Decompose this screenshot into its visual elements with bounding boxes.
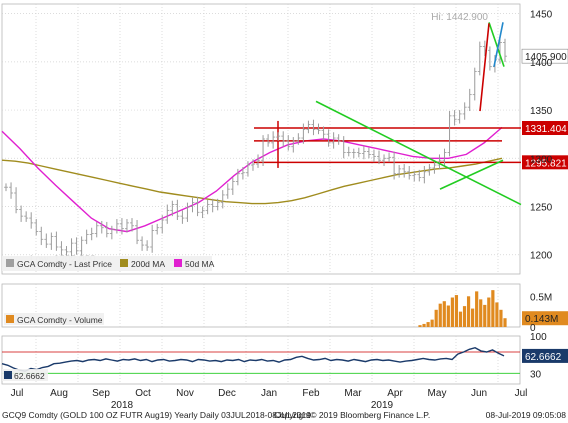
legend-bg <box>2 256 212 271</box>
rsi-legend-bg <box>2 369 48 381</box>
legend-label: GCA Comdty - Last Price <box>17 259 112 269</box>
trend-rally-red <box>479 23 490 112</box>
price-tick-label: 1400 <box>530 58 553 69</box>
price-legend: GCA Comdty - Last Price 200d MA 50d MA <box>2 256 215 271</box>
volume-bar <box>434 309 438 327</box>
price-tick-label: 1350 <box>530 106 553 117</box>
month-tick-label: Mar <box>344 388 362 399</box>
legend-swatch <box>6 259 14 267</box>
rsi-tick-label: 100 <box>530 332 547 343</box>
volume-bar <box>491 290 495 327</box>
volume-bar <box>471 308 475 327</box>
footer-center: Copyright© 2019 Bloomberg Finance L.P. <box>274 410 430 420</box>
month-tick-label: Jan <box>261 388 277 399</box>
axes: Jul Aug Sep Oct Nov Dec Jan Feb Mar Apr May Jun Jul 2… <box>11 10 553 411</box>
volume-tick-label: 0 <box>530 323 536 334</box>
trend-peak-green <box>488 22 505 67</box>
month-tick-label: Aug <box>50 388 68 399</box>
volume-bar <box>479 299 483 327</box>
month-tick-label: Apr <box>387 388 403 399</box>
last-price-tag <box>521 48 568 64</box>
last-price-label: 1405.900 <box>525 52 567 63</box>
month-tick-label: Jul <box>515 388 528 399</box>
ma50-line <box>1 126 503 233</box>
volume-bar <box>495 302 499 327</box>
volume-bar <box>503 318 507 327</box>
level-tag-label: 1331.404 <box>525 124 567 135</box>
month-tick-label: Nov <box>176 388 194 399</box>
legend-swatch <box>120 259 128 267</box>
volume-tick-label: 0.5M <box>530 292 552 303</box>
level-tag-label: 1295.821 <box>525 158 567 169</box>
volume-bar <box>450 297 454 327</box>
rsi-legend-swatch <box>4 371 12 379</box>
volume-bar <box>487 297 491 327</box>
price-tick-label: 1300 <box>530 154 553 165</box>
volume-bar <box>446 305 450 327</box>
grid <box>1 3 521 385</box>
volume-bar <box>418 325 422 327</box>
volume-bar <box>438 303 442 327</box>
trend-uptrend <box>439 159 504 190</box>
legend-label: 50d MA <box>185 259 215 269</box>
month-tick-label: Jul <box>11 388 24 399</box>
level-tag <box>522 121 568 136</box>
volume-bar <box>430 319 434 327</box>
footer: GCQ9 Comdty (GOLD 100 OZ FUTR Aug19) Yea… <box>2 410 566 420</box>
footer-left: GCQ9 Comdty (GOLD 100 OZ FUTR Aug19) Yea… <box>2 410 311 420</box>
rsi-line <box>1 346 505 372</box>
rsi-last-label: 62.6662 <box>525 352 562 363</box>
rsi-legend-label: 62.6662 <box>14 371 45 381</box>
rsi-last-tag <box>522 348 568 363</box>
rsi-panel: 62.6662 62.6662 <box>1 346 568 381</box>
year-label: 2018 <box>111 400 134 411</box>
legend-label: 200d MA <box>131 259 165 269</box>
trend-peak-blue <box>493 22 504 67</box>
footer-right: 08-Jul-2019 09:05:08 <box>486 410 567 420</box>
volume-bar <box>466 296 471 327</box>
ma200-line <box>1 157 503 205</box>
volume-bar <box>442 301 446 327</box>
trend-downtrend <box>315 100 522 206</box>
volume-bar <box>475 291 479 327</box>
hi-label: Hi: 1442.900 <box>431 12 488 23</box>
rsi-tick-label: 30 <box>530 369 542 380</box>
month-tick-label: Sep <box>92 388 110 399</box>
month-tick-label: Feb <box>302 388 320 399</box>
month-tick-label: Dec <box>218 388 236 399</box>
volume-bar <box>422 323 426 327</box>
volume-bar <box>458 311 463 327</box>
month-tick-label: May <box>428 388 447 399</box>
panel-frame <box>1 3 521 275</box>
volume-last-label: 0.143M <box>525 314 558 325</box>
legend-swatch <box>174 259 182 267</box>
price-tick-label: 1200 <box>530 251 553 262</box>
volume-legend-swatch <box>6 315 14 323</box>
price-tick-label: 1450 <box>530 10 553 21</box>
volume-panel: GCA Comdty - Volume 0.143M <box>4 290 568 327</box>
panel-frame <box>1 335 521 385</box>
volume-bar <box>426 322 430 327</box>
year-label: 2019 <box>371 400 394 411</box>
volume-legend-label: GCA Comdty - Volume <box>17 315 103 325</box>
month-tick-label: Jun <box>471 388 487 399</box>
volume-legend-bg <box>4 313 104 325</box>
level-tag <box>522 155 568 170</box>
price-tick-label: 1250 <box>530 203 553 214</box>
volume-bar <box>454 295 459 327</box>
volume-bar <box>462 306 467 327</box>
volume-bar <box>499 309 503 327</box>
month-tick-label: Oct <box>135 388 151 399</box>
volume-bar <box>483 304 487 327</box>
panel-frame <box>1 283 521 328</box>
volume-last-tag <box>522 311 568 326</box>
